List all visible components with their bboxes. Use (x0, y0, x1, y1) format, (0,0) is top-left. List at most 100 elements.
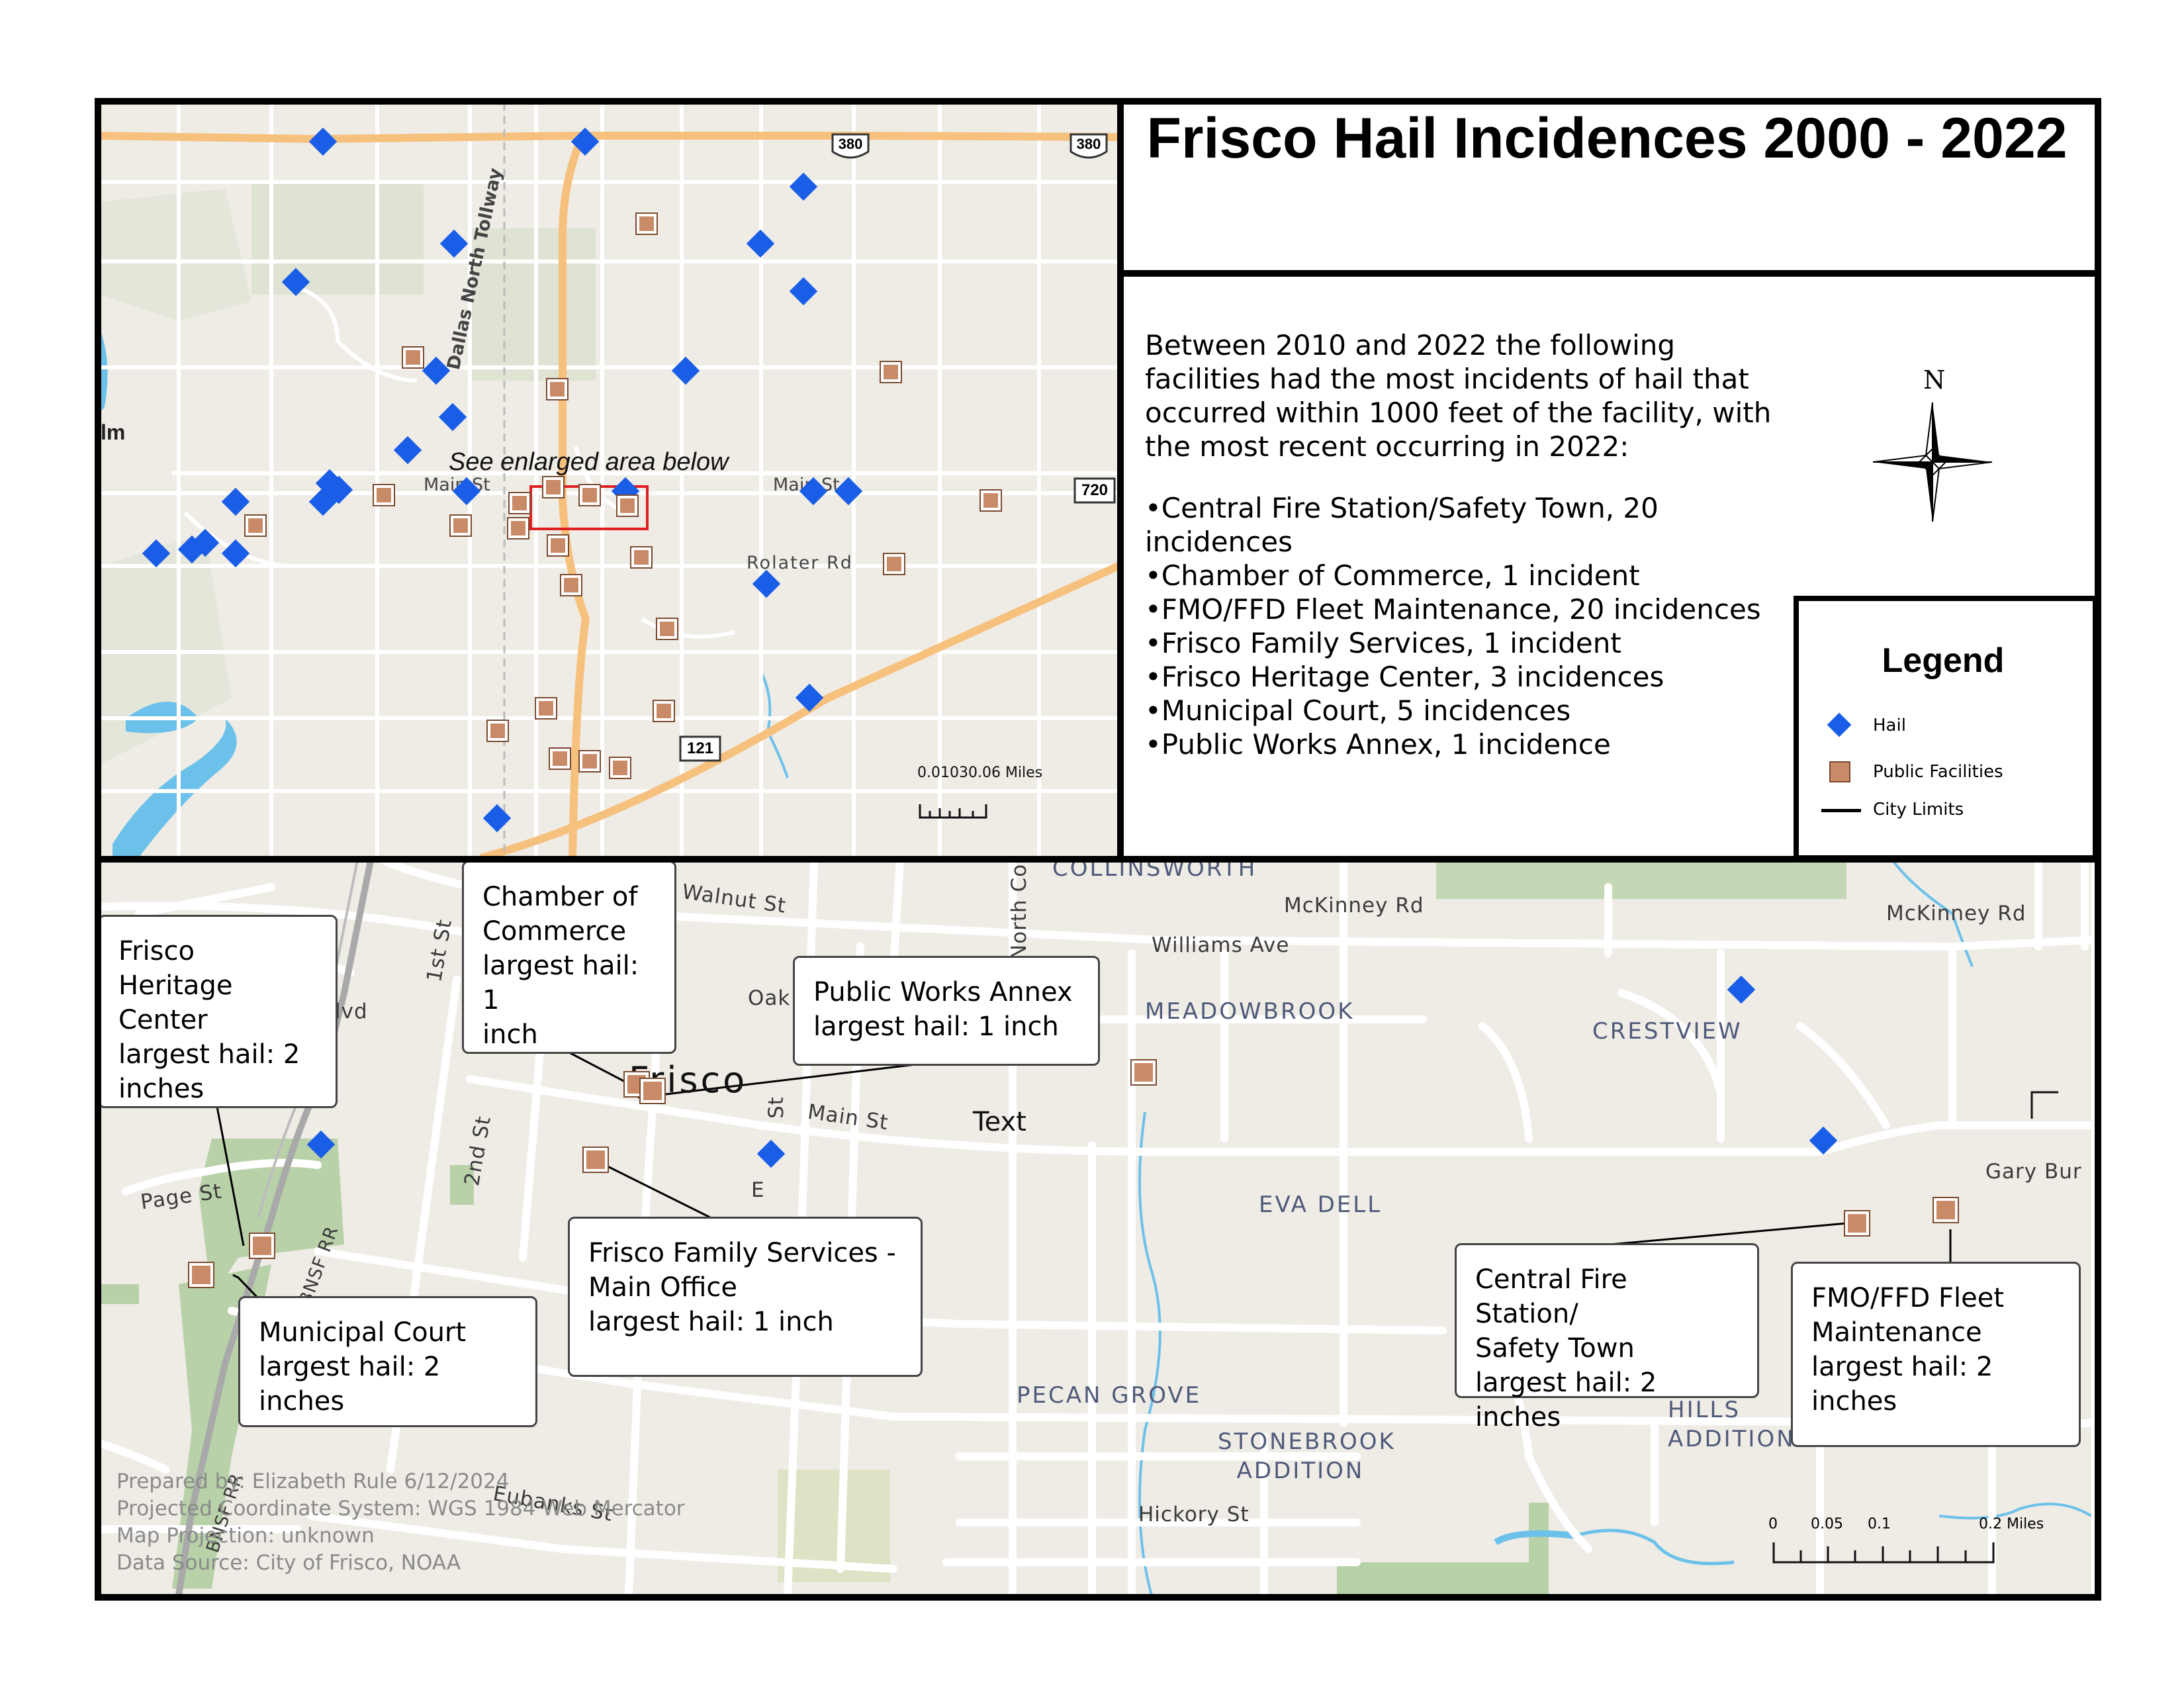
road-label-gary-bur: Gary Bur (1985, 1160, 2082, 1184)
legend-facility-label: Public Facilities (1873, 762, 2003, 782)
facility-marker[interactable] (244, 514, 267, 537)
facility-marker[interactable] (546, 378, 569, 400)
legend-hail-label: Hail (1873, 716, 1906, 735)
legend-facility-icon (1829, 761, 1850, 782)
map-title: Frisco Hail Incidences 2000 - 2022 (1146, 107, 2068, 170)
neighborhood-label: HILLS ADDITION (1668, 1397, 1796, 1452)
callout-line: Maintenance (1811, 1317, 1982, 1348)
legend-city-limits-icon (1821, 809, 1861, 812)
callout-line: largest hail: 1 inch (813, 1011, 1059, 1042)
legend-city-limits-label: City Limits (1873, 800, 1964, 820)
title-frame (1117, 98, 2101, 277)
road-label-lvd: lvd (335, 1000, 368, 1023)
overview-scale-label: 0.01030.06 Miles (917, 765, 1043, 781)
callout-line: FMO/FFD Fleet (1811, 1283, 2005, 1313)
road-label-mckinney-rd: McKinney Rd (1284, 894, 1424, 917)
facility-list-item: Central Fire Station/Safety Town, 20 inc… (1145, 491, 1780, 559)
facility-marker[interactable] (639, 1078, 666, 1104)
facility-marker[interactable] (1933, 1197, 1959, 1223)
metadata-projection: Map Projection: unknown (116, 1524, 375, 1548)
facility-marker[interactable] (542, 476, 565, 498)
facility-marker[interactable] (549, 747, 571, 770)
callout-line: Center (118, 1005, 208, 1035)
callout-line: Main Office (588, 1272, 737, 1303)
facility-list: Central Fire Station/Safety Town, 20 inc… (1145, 491, 1780, 761)
facility-marker[interactable] (547, 534, 569, 557)
facility-marker[interactable] (535, 697, 557, 720)
callout-line: inches (118, 1074, 205, 1104)
metadata-data-source: Data Source: City of Frisco, NOAA (116, 1551, 461, 1575)
facility-marker[interactable] (1844, 1210, 1870, 1237)
facility-list-item: Frisco Family Services, 1 incident (1145, 626, 1780, 660)
callout-line: largest hail: 2 inches (1475, 1368, 1657, 1432)
inset-map-frame (95, 856, 2101, 1601)
facility-marker[interactable] (188, 1262, 214, 1288)
callout-line: Safety Town (1475, 1333, 1635, 1364)
callout-public-works-annex: Public Works Annex largest hail: 1 inch (793, 956, 1100, 1066)
title-panel (1118, 99, 2098, 271)
callout-municipal-court: Municipal Court largest hail: 2 inches (238, 1296, 537, 1427)
callout-central-fire-station: Central Fire Station/ Safety Town larges… (1455, 1243, 1759, 1432)
metadata-coordinate-system: Projected Coordinate System: WGS 1984 We… (116, 1497, 685, 1521)
callout-line: inches (1811, 1386, 1897, 1417)
facility-marker[interactable] (635, 212, 658, 235)
facility-marker[interactable] (249, 1233, 275, 1259)
metadata-prepared-by: Prepared by: Elizabeth Rule 6/12/2024 (116, 1470, 510, 1493)
facility-list-item: Public Works Annex, 1 incidence (1145, 727, 1780, 761)
facility-marker[interactable] (616, 494, 639, 517)
facility-marker[interactable] (578, 484, 601, 506)
facility-list-item: FMO/FFD Fleet Maintenance, 20 incidences (1145, 592, 1780, 626)
description-intro: Between 2010 and 2022 the following faci… (1145, 329, 1772, 463)
road-label-e: E (751, 1178, 765, 1202)
neighborhood-label: EVA DELL (1259, 1192, 1383, 1218)
overview-map[interactable]: 380 380 720 121 Dallas North Tollway Mai… (99, 103, 1118, 857)
facility-list-item: Municipal Court, 5 incidences (1145, 694, 1780, 727)
facility-marker[interactable] (880, 361, 902, 383)
facility-marker[interactable] (609, 757, 631, 779)
facility-marker[interactable] (582, 1147, 609, 1173)
overview-map-frame (95, 98, 1124, 863)
neighborhood-label: STONEBROOK ADDITION (1218, 1429, 1396, 1484)
inset-scale-tick-label: 0.05 (1811, 1516, 1843, 1532)
facility-marker[interactable] (560, 574, 582, 596)
facility-marker[interactable] (656, 618, 678, 640)
facility-marker[interactable] (373, 484, 395, 506)
shield-720-label: 720 (1081, 481, 1109, 499)
facility-marker[interactable] (630, 546, 653, 569)
description-text: Between 2010 and 2022 the following faci… (1145, 328, 1780, 761)
facility-marker[interactable] (653, 700, 675, 722)
facility-marker[interactable] (979, 489, 1002, 512)
callout-line: Central Fire Station/ (1475, 1264, 1627, 1329)
callout-line: Municipal Court (259, 1317, 467, 1348)
road-label-mckinney-rd: McKinney Rd (1886, 902, 2026, 925)
neighborhood-label: PECAN GROVE (1017, 1382, 1202, 1409)
north-arrow-icon (1872, 402, 1993, 522)
facility-marker[interactable] (883, 553, 905, 575)
callout-line: largest hail: 1 (482, 951, 639, 1015)
facility-marker[interactable] (507, 517, 529, 539)
callout-line: largest hail: 2 (1811, 1352, 1993, 1382)
facility-marker[interactable] (402, 346, 424, 369)
neighborhood-label: COLLINSWORTH (1052, 861, 1257, 882)
shield-380-label: 380 (838, 136, 863, 152)
callout-line: largest hail: 1 inch (588, 1307, 834, 1337)
facility-marker[interactable] (449, 514, 472, 537)
map-metadata: Prepared by: Elizabeth Rule 6/12/2024 Pr… (116, 1468, 685, 1577)
callout-fmo-ffd-fleet-maintenance: FMO/FFD Fleet Maintenance largest hail: … (1791, 1262, 2081, 1447)
shield-380-label: 380 (1076, 136, 1101, 152)
callout-frisco-heritage-center: Frisco Heritage Center largest hail: 2 i… (98, 915, 338, 1108)
callout-chamber-of-commerce: Chamber of Commerce largest hail: 1 inch (462, 861, 676, 1054)
inset-scale-tick-label: 0 (1768, 1516, 1778, 1532)
callout-line: largest hail: 2 inches (259, 1352, 441, 1417)
facility-marker[interactable] (508, 492, 531, 514)
placeholder-text-label: Text (973, 1107, 1026, 1137)
enlarged-area-annotation: See enlarged area below (449, 448, 729, 476)
callout-line: Chamber of (482, 882, 638, 912)
facility-marker[interactable] (486, 720, 509, 742)
facility-marker[interactable] (1130, 1059, 1157, 1086)
shield-121-label: 121 (686, 739, 714, 757)
facility-list-item: Frisco Heritage Center, 3 incidences (1145, 660, 1780, 694)
facility-marker[interactable] (578, 750, 601, 773)
facility-list-item: Chamber of Commerce, 1 incident (1145, 559, 1780, 592)
neighborhood-label: MEADOWBROOK (1145, 998, 1355, 1025)
